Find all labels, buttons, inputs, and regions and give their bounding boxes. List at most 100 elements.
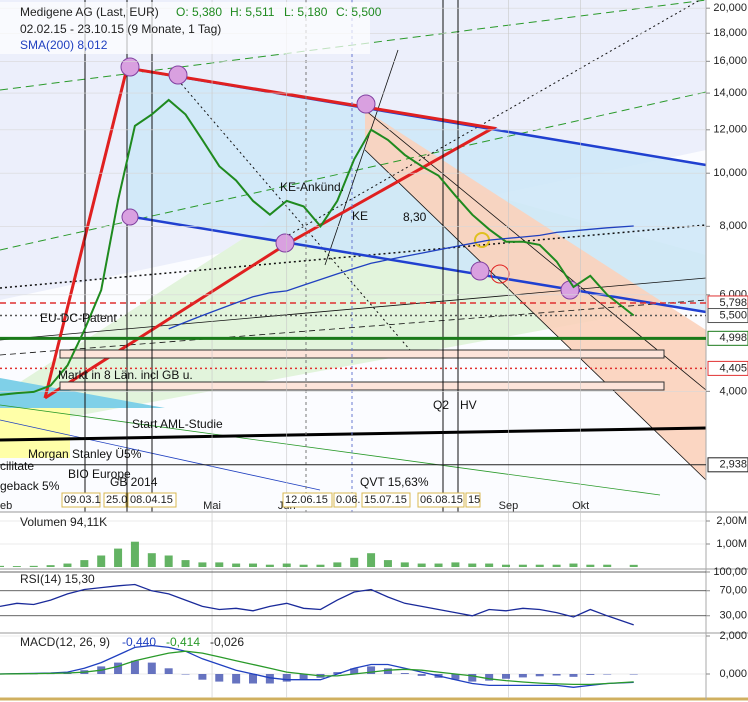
level-box — [707, 330, 748, 346]
bar — [383, 668, 392, 674]
line — [168, 225, 634, 330]
trend-line — [324, 49, 399, 266]
y-tick-label: 12,000 — [713, 124, 747, 136]
trend-line — [177, 79, 411, 351]
bar — [265, 674, 274, 684]
date-tag-label: 12.06.15 — [285, 494, 328, 506]
bar — [198, 562, 207, 567]
marker — [275, 233, 295, 253]
bar — [114, 662, 123, 674]
bar — [485, 674, 494, 681]
bar — [147, 553, 156, 567]
trend-line — [0, 299, 707, 356]
x-tick-label: Mai — [203, 500, 221, 512]
annotation: Q2 — [433, 398, 449, 412]
panel-title: RSI(14) 15,30 — [20, 572, 95, 586]
bar — [367, 666, 376, 674]
legend-entry: SMA(200) 8,012 — [20, 38, 108, 52]
bar — [417, 563, 426, 567]
bar — [451, 674, 460, 680]
bar — [80, 560, 89, 567]
bar — [400, 673, 409, 674]
bar — [282, 563, 291, 567]
bar — [265, 564, 274, 567]
y-tick-label: 18,000 — [713, 27, 747, 39]
bar — [316, 564, 325, 567]
bar — [350, 557, 359, 567]
y-tick-label: 70,00 — [719, 585, 747, 597]
date-tag — [417, 492, 465, 508]
bar — [299, 564, 308, 567]
bar — [130, 541, 139, 567]
trend-line — [364, 109, 707, 391]
bar — [181, 674, 190, 675]
bar — [333, 562, 342, 567]
y-tick-label: 14,000 — [713, 87, 747, 99]
bar — [181, 560, 190, 567]
bar — [603, 674, 612, 675]
bar — [114, 548, 123, 567]
trend-line — [0, 426, 707, 442]
bar — [147, 662, 156, 674]
data-layer — [0, 0, 710, 698]
date-tag — [127, 492, 177, 508]
bar — [629, 564, 638, 567]
date-tag-label: 15 — [468, 494, 480, 506]
bar — [29, 565, 38, 567]
bar — [367, 553, 376, 567]
bar — [12, 566, 21, 567]
bar — [552, 564, 561, 567]
bar — [417, 674, 426, 676]
trend-line — [0, 277, 707, 341]
x-tick-label: Sep — [499, 500, 519, 512]
annotation: EU-DC-Patent — [40, 311, 117, 325]
bar — [502, 674, 511, 679]
date-tag-label: 15.07.15 — [364, 494, 407, 506]
bar — [434, 563, 443, 567]
annotation: Start AML-Studie — [132, 417, 223, 431]
quote: C: 5,500 — [336, 5, 382, 19]
header-bg — [0, 2, 370, 54]
bar — [333, 672, 342, 674]
line — [0, 583, 634, 626]
annotation: HV — [460, 398, 477, 412]
level-label: 5,500 — [719, 309, 747, 321]
bar — [249, 563, 258, 567]
bar — [569, 674, 578, 677]
bar — [485, 563, 494, 567]
box — [59, 381, 665, 391]
bar — [586, 674, 595, 675]
y-tick-label: 4,000 — [719, 385, 747, 397]
bar — [518, 564, 527, 567]
title: Medigene AG (Last, EUR) — [20, 5, 159, 19]
trend-line — [0, 419, 321, 491]
bar — [232, 563, 241, 567]
bar — [164, 668, 173, 674]
bar — [215, 562, 224, 567]
y-tick-label: 10,000 — [713, 167, 747, 179]
annotation: 8,30 — [403, 210, 427, 224]
y-tick-label: 30,00 — [719, 610, 747, 622]
annotation: geback 5% — [0, 479, 60, 493]
y-tick-label: 0,000 — [719, 668, 747, 680]
panel-title: MACD(12, 26, 9) — [20, 635, 110, 649]
marker — [168, 65, 188, 85]
annotation: KE-Ankünd. — [280, 180, 344, 194]
marker — [470, 261, 490, 281]
bar — [400, 562, 409, 567]
y-tick-label: 20,000 — [713, 2, 747, 14]
bar — [299, 674, 308, 680]
bar — [603, 564, 612, 567]
date-tag — [333, 492, 357, 508]
header: Medigene AG (Last, EUR) O: 5,380 H: 5,51… — [0, 2, 382, 649]
bar — [282, 674, 291, 682]
date-tag — [61, 492, 101, 508]
level-label: 4,405 — [719, 362, 747, 374]
date-tag-label: 06.08.15 — [420, 494, 463, 506]
trend-line — [279, 0, 701, 241]
level-label: 4,998 — [719, 332, 747, 344]
x-tick-label: Okt — [572, 500, 589, 512]
subtitle: 02.02.15 - 23.10.15 (9 Monate, 1 Tag) — [20, 22, 221, 36]
bar — [451, 562, 460, 567]
